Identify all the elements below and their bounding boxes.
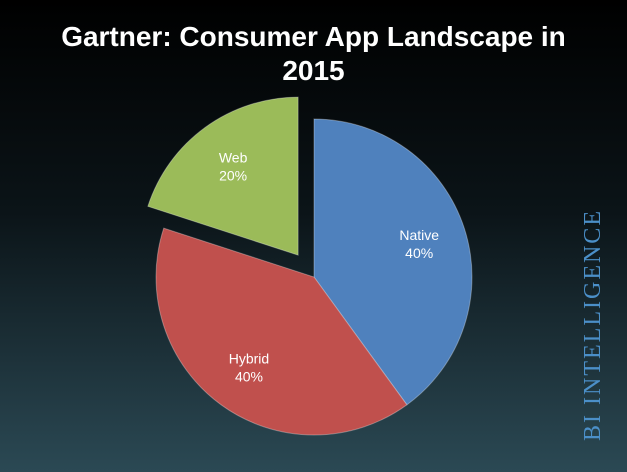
slice-label: Web	[219, 150, 248, 166]
pie-slice	[155, 227, 408, 436]
pie-slice	[313, 118, 473, 406]
slice-label: Hybrid	[229, 350, 269, 366]
value-label: 20%	[219, 168, 247, 184]
chart-title: Gartner: Consumer App Landscape in 2015	[61, 21, 566, 86]
value-label: 40%	[405, 245, 433, 261]
slice-label: Native	[399, 227, 439, 243]
value-label: 40%	[235, 368, 263, 384]
watermark: BI Intelligence	[580, 209, 606, 441]
pie-slice	[147, 96, 299, 256]
